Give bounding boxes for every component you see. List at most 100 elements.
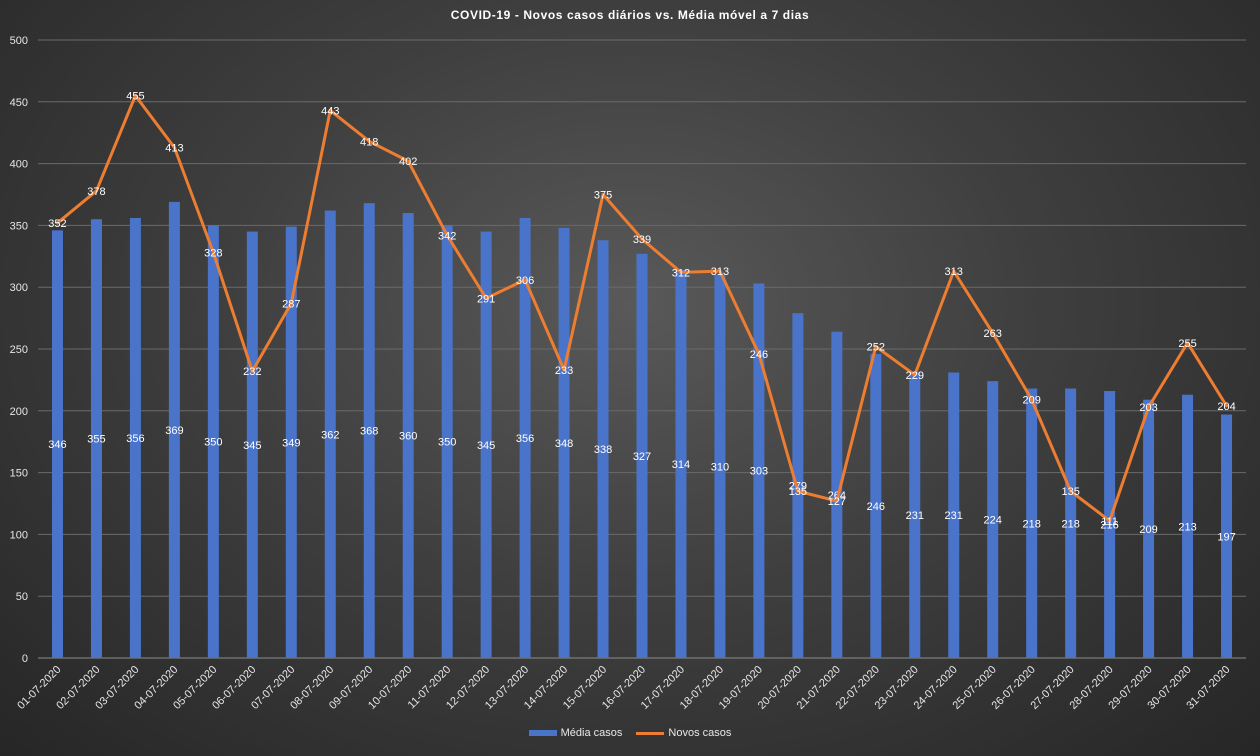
bar-data-label: 209 — [1139, 524, 1157, 536]
line-data-label: 328 — [204, 248, 222, 260]
bar-media-casos — [402, 213, 414, 659]
bar-data-label: 314 — [672, 459, 690, 471]
line-data-label: 204 — [1217, 401, 1235, 413]
line-point — [640, 237, 644, 241]
legend-swatch-bar — [528, 730, 557, 736]
legend-item-media-casos[interactable]: Média casos — [528, 727, 623, 739]
line-data-label: 127 — [828, 496, 846, 508]
line-point — [211, 251, 215, 255]
line-point — [1030, 398, 1034, 402]
bar-data-label: 346 — [48, 439, 66, 451]
legend-swatch-line — [636, 731, 665, 735]
y-tick-label: 0 — [22, 653, 28, 665]
line-point — [757, 352, 761, 356]
bar-data-label: 348 — [555, 438, 573, 450]
legend-label-novos-casos: Novos casos — [668, 727, 732, 739]
bar-data-label: 224 — [984, 515, 1002, 527]
bar-data-label: 362 — [321, 429, 339, 441]
bar-media-casos — [597, 240, 609, 658]
bar-data-label: 356 — [126, 433, 144, 445]
bar-data-label: 303 — [750, 466, 768, 478]
bar-media-casos — [285, 226, 297, 659]
bar-media-casos — [441, 225, 453, 658]
bar-data-label: 218 — [1061, 518, 1079, 530]
line-data-label: 203 — [1139, 402, 1157, 414]
y-tick-label: 200 — [10, 406, 28, 418]
line-data-label: 402 — [399, 156, 417, 168]
line-data-label: 209 — [1022, 395, 1040, 407]
bar-media-casos — [480, 231, 492, 658]
line-point — [562, 368, 566, 372]
bar-media-casos — [558, 227, 570, 658]
bar-data-label: 345 — [477, 440, 495, 452]
bar-media-casos — [207, 225, 219, 658]
legend-item-novos-casos[interactable]: Novos casos — [636, 727, 731, 739]
line-data-label: 232 — [243, 366, 261, 378]
line-data-label: 443 — [321, 105, 339, 117]
bar-media-casos — [753, 283, 765, 658]
line-point — [133, 94, 137, 98]
line-point — [991, 331, 995, 335]
line-point — [1069, 489, 1073, 493]
line-data-label: 233 — [555, 365, 573, 377]
bar-data-label: 369 — [165, 425, 183, 437]
line-point — [523, 278, 527, 282]
bar-data-label: 350 — [438, 437, 456, 449]
line-point — [952, 269, 956, 273]
line-data-label: 339 — [633, 234, 651, 246]
bar-media-casos — [636, 253, 648, 658]
line-point — [1108, 519, 1112, 523]
bar-media-casos — [363, 203, 375, 659]
line-data-label: 313 — [945, 266, 963, 278]
line-point — [913, 373, 917, 377]
line-data-label: 255 — [1178, 338, 1196, 350]
line-point — [94, 189, 98, 193]
line-point — [55, 221, 59, 225]
bar-media-casos — [987, 381, 999, 658]
y-tick-label: 450 — [10, 97, 28, 109]
bar-media-casos — [90, 219, 102, 658]
line-point — [328, 108, 332, 112]
bar-media-casos — [324, 210, 336, 658]
bar-media-casos — [1026, 388, 1038, 658]
bar-media-casos — [129, 217, 141, 658]
line-data-label: 455 — [126, 91, 144, 103]
line-point — [367, 139, 371, 143]
bar-data-label: 231 — [945, 510, 963, 522]
line-data-label: 135 — [789, 486, 807, 498]
bar-media-casos — [948, 372, 960, 658]
line-data-label: 135 — [1061, 486, 1079, 498]
bar-media-casos — [1221, 414, 1233, 658]
bar-media-casos — [519, 217, 531, 658]
bar-data-label: 338 — [594, 444, 612, 456]
legend-label-media-casos: Média casos — [560, 727, 623, 739]
line-point — [835, 499, 839, 503]
line-point — [601, 193, 605, 196]
bar-data-label: 356 — [516, 433, 534, 445]
bar-media-casos — [1104, 391, 1116, 658]
line-data-label: 111 — [1101, 516, 1118, 528]
legend: Média casos Novos casos — [0, 727, 1260, 739]
line-data-label: 418 — [360, 136, 378, 148]
bar-media-casos — [870, 353, 882, 658]
bar-data-label: 246 — [867, 501, 885, 513]
line-point — [1147, 405, 1151, 409]
line-point — [718, 269, 722, 273]
line-data-label: 413 — [165, 143, 183, 155]
bar-media-casos — [1182, 394, 1194, 658]
line-data-label: 229 — [906, 370, 924, 382]
bar-media-casos — [1143, 399, 1155, 658]
y-tick-label: 500 — [10, 35, 28, 47]
line-data-label: 375 — [594, 190, 612, 202]
line-point — [796, 489, 800, 493]
y-tick-label: 350 — [10, 220, 28, 232]
line-point — [484, 296, 488, 300]
bar-data-label: 231 — [906, 510, 924, 522]
y-tick-label: 400 — [10, 159, 28, 171]
line-point — [1225, 404, 1229, 408]
y-tick-label: 100 — [10, 529, 28, 541]
bar-data-label: 310 — [711, 461, 729, 473]
bar-data-label: 349 — [282, 437, 300, 449]
bar-data-label: 218 — [1022, 518, 1040, 530]
line-point — [172, 146, 176, 150]
